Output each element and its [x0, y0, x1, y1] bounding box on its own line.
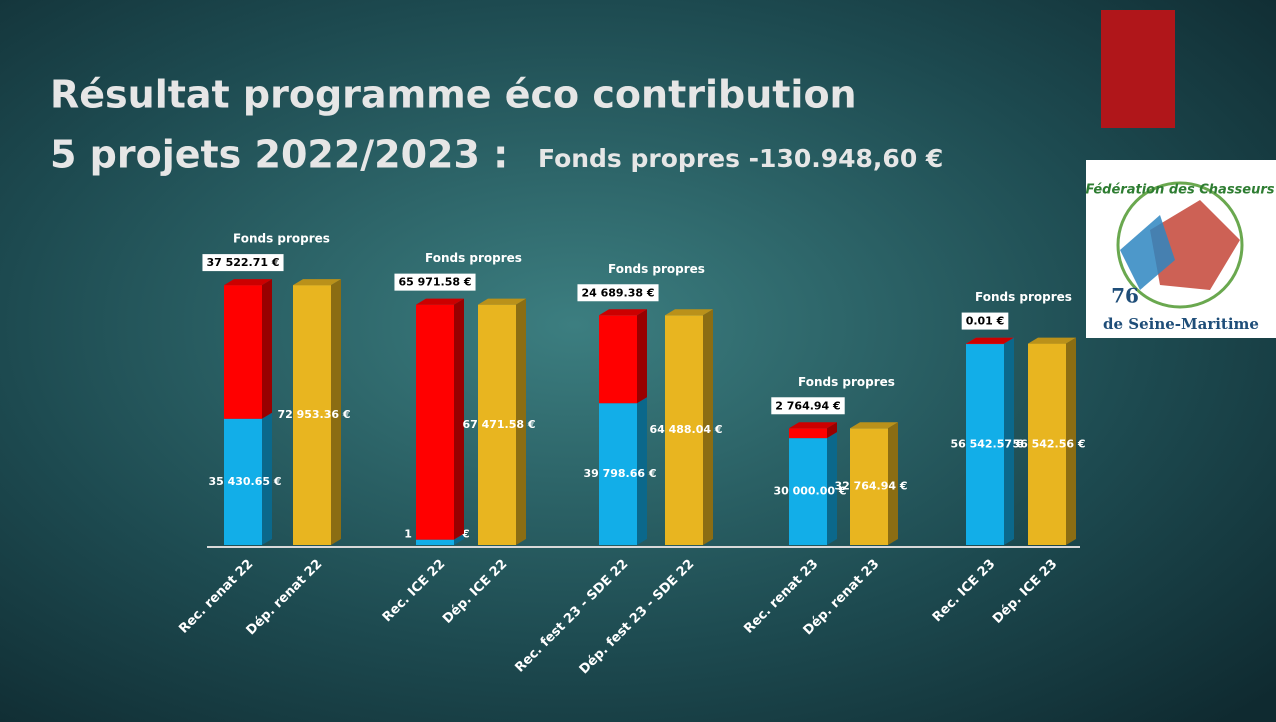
data-label: 32 764.94 €: [834, 480, 907, 493]
series-label: Fonds propres: [975, 290, 1072, 304]
bar-side: [331, 279, 341, 545]
bar-side: [454, 533, 464, 545]
logo-number: 76: [1111, 284, 1139, 308]
bar: [478, 304, 516, 545]
bar-side: [1004, 337, 1014, 344]
bar-top: [599, 309, 647, 316]
bar-side: [827, 432, 837, 545]
series-label: Fonds propres: [608, 262, 705, 276]
bar-top: [293, 279, 341, 286]
bar: [966, 343, 1004, 545]
bar: [850, 428, 888, 545]
bar: [1028, 343, 1066, 545]
series-label: Fonds propres: [233, 232, 330, 246]
bar: [789, 428, 827, 439]
bar-top: [1028, 337, 1076, 344]
logo: Fédération des Chasseurs 76 de Seine-Mar…: [1085, 160, 1276, 338]
bar-side: [1004, 337, 1014, 545]
bar: [599, 315, 637, 404]
bar: [416, 304, 454, 540]
label-box: [394, 273, 476, 291]
bar-side: [637, 397, 647, 545]
logo-art: [1150, 200, 1240, 290]
bar-top: [416, 298, 464, 305]
logo-art: [1120, 215, 1175, 290]
label-box: [577, 284, 659, 302]
bar-top: [665, 309, 713, 316]
bar-top: [966, 337, 1014, 344]
bar: [224, 418, 262, 545]
bar: [599, 403, 637, 545]
bar-side: [262, 279, 272, 419]
bar-side: [454, 298, 464, 540]
bar-top: [224, 279, 272, 286]
bar: [293, 285, 331, 545]
data-label: 24 689.38 €: [581, 286, 654, 299]
label-box: [202, 254, 284, 272]
data-label: 67 471.58 €: [462, 418, 535, 431]
data-label: 2 764.94 €: [775, 399, 840, 412]
bar-side: [516, 298, 526, 545]
bar: [789, 438, 827, 545]
bar-top: [850, 422, 898, 429]
series-label: Fonds propres: [798, 375, 895, 389]
bar: [416, 539, 454, 545]
bar-side: [827, 422, 837, 439]
data-label: 56 542.56 €: [1012, 437, 1085, 450]
bar: [966, 343, 1004, 345]
data-label: 30 000.00 €: [773, 485, 846, 498]
accent-block: [1101, 10, 1175, 128]
bar-side: [262, 412, 272, 545]
data-label: 65 971.58 €: [398, 276, 471, 289]
bar: [665, 315, 703, 545]
data-label: 0.01 €: [966, 315, 1005, 328]
chart-annotation: Fonds propres -130.948,60 €: [538, 144, 943, 173]
data-label: 35 430.65 €: [208, 475, 281, 488]
bar: [224, 285, 262, 419]
bar-side: [637, 309, 647, 404]
bar-side: [703, 309, 713, 545]
data-label: 56 542.57 €: [950, 437, 1023, 450]
logo-ring: [1116, 181, 1244, 309]
bar-top: [789, 422, 837, 429]
data-label: 39 798.66 €: [583, 467, 656, 480]
bar-side: [888, 422, 898, 545]
chart-title: Résultat programme éco contribution: [50, 73, 857, 117]
label-box: [961, 312, 1009, 330]
data-label: 72 953.36 €: [277, 408, 350, 421]
series-label: Fonds propres: [425, 251, 522, 265]
data-label: 64 488.04 €: [649, 423, 722, 436]
logo-text: de Seine-Maritime: [1103, 315, 1259, 333]
logo-text: Fédération des Chasseurs: [1085, 183, 1274, 198]
data-label: 37 522.71 €: [206, 256, 279, 269]
label-box: [771, 397, 845, 415]
bar-top: [478, 298, 526, 305]
bar-side: [1066, 337, 1076, 545]
chart-subtitle: 5 projets 2022/2023 :: [50, 133, 508, 177]
